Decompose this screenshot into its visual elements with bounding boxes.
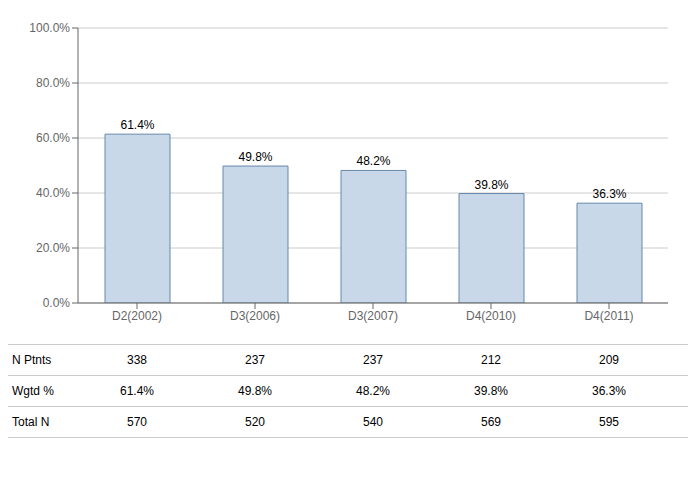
svg-text:36.3%: 36.3% [592, 187, 626, 201]
html-text:39.8%: 39.8% [474, 384, 508, 398]
html-text:569: 569 [481, 415, 501, 429]
html-text:36.3%: 36.3% [592, 384, 626, 398]
html-text:338: 338 [127, 353, 147, 367]
svg-text:0.0%: 0.0% [43, 296, 71, 310]
html-text:N Ptnts: N Ptnts [12, 353, 52, 367]
svg-text:D4(2010): D4(2010) [466, 309, 516, 323]
html-text:212: 212 [481, 353, 501, 367]
html-text:540: 540 [363, 415, 383, 429]
html-text:237: 237 [363, 353, 383, 367]
html-text:Wgtd %: Wgtd % [12, 384, 54, 398]
svg-text:80.0%: 80.0% [36, 76, 70, 90]
svg-text:61.4%: 61.4% [120, 118, 154, 132]
svg-text:49.8%: 49.8% [238, 150, 272, 164]
html-text:Total N: Total N [12, 415, 50, 429]
svg-text:D2(2002): D2(2002) [112, 309, 162, 323]
html-text:237: 237 [245, 353, 265, 367]
svg-text:60.0%: 60.0% [36, 131, 70, 145]
svg-text:40.0%: 40.0% [36, 186, 70, 200]
html-text:48.2%: 48.2% [356, 384, 390, 398]
svg-text:100.0%: 100.0% [29, 21, 70, 35]
html-text:61.4%: 61.4% [120, 384, 154, 398]
html-text:570: 570 [127, 415, 147, 429]
html-text:520: 520 [245, 415, 265, 429]
svg-text:D3(2006): D3(2006) [230, 309, 280, 323]
svg-text:20.0%: 20.0% [36, 241, 70, 255]
html-text:209: 209 [599, 353, 619, 367]
svg-text:D3(2007): D3(2007) [348, 309, 398, 323]
svg-text:39.8%: 39.8% [474, 178, 508, 192]
svg-text:D4(2011): D4(2011) [584, 309, 633, 323]
html-text:49.8%: 49.8% [238, 384, 272, 398]
html-text:595: 595 [599, 415, 619, 429]
svg-text:48.2%: 48.2% [356, 154, 390, 168]
